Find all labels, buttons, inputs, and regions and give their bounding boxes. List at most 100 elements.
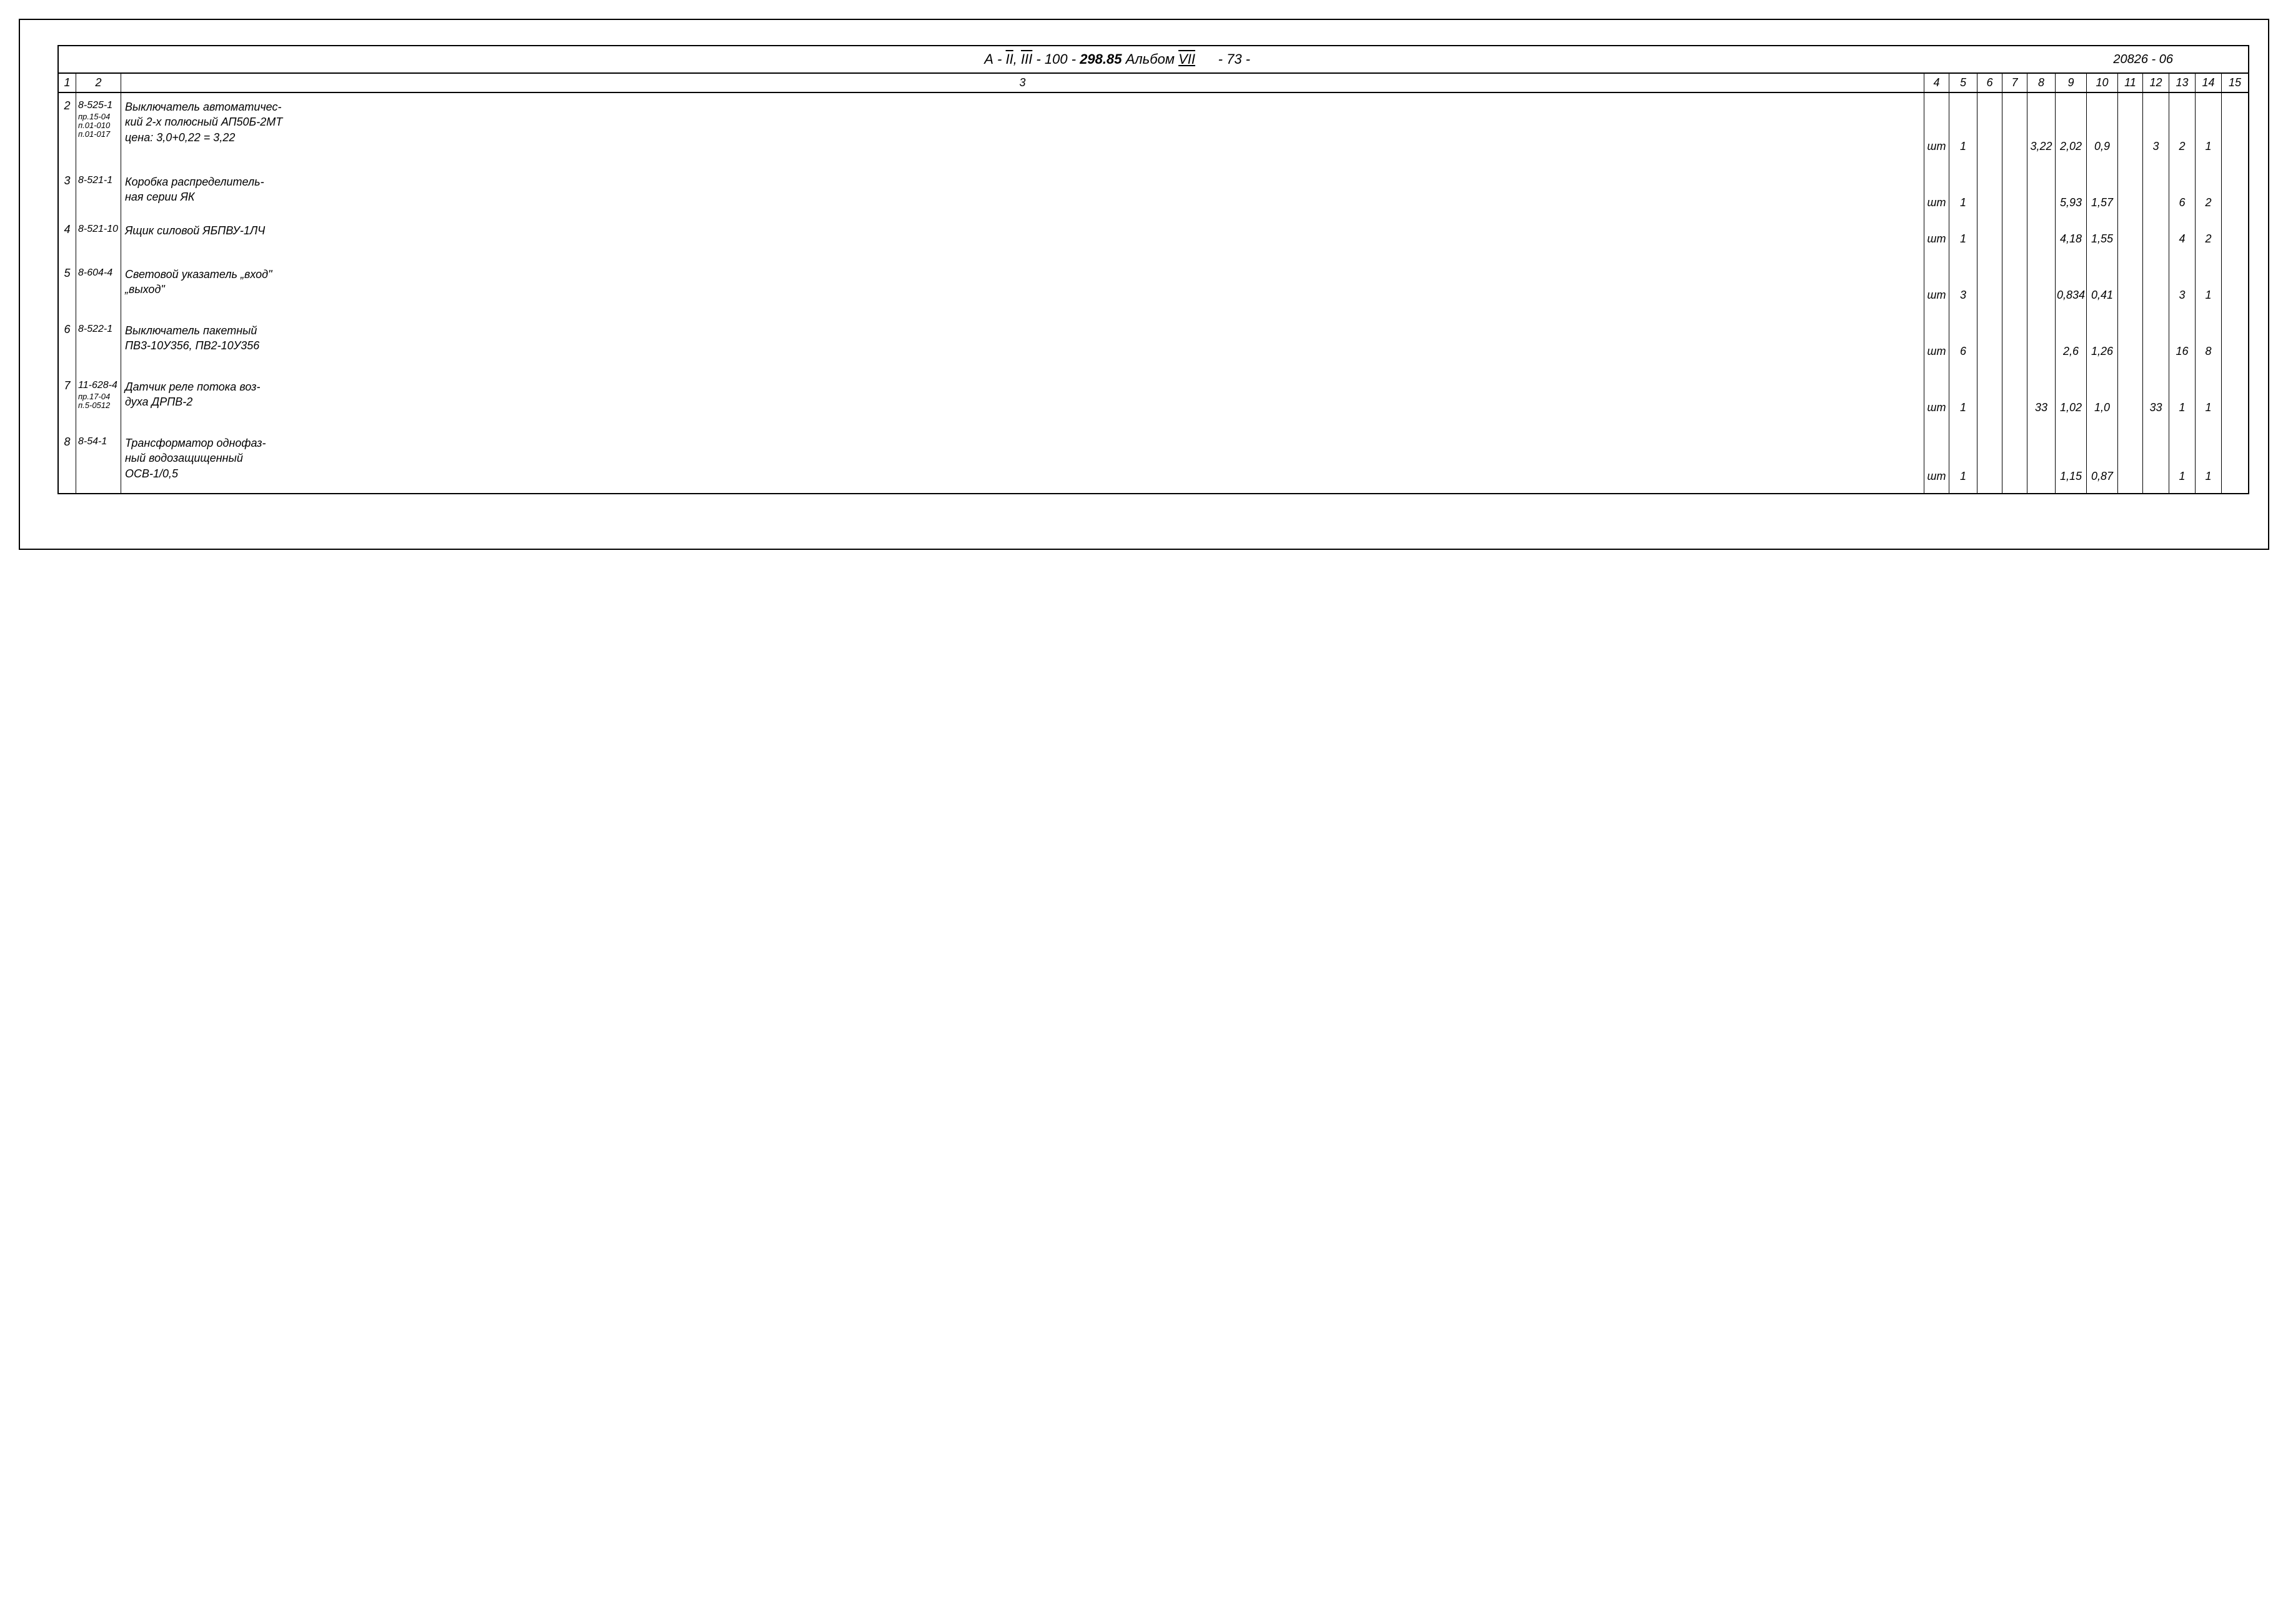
table-cell bbox=[1977, 378, 2002, 416]
table-cell bbox=[1977, 266, 2002, 303]
table-cell bbox=[2222, 222, 2248, 247]
column-9: 2,025,934,180,8342,61,021,15 bbox=[2056, 93, 2087, 493]
table-cell bbox=[2143, 173, 2169, 211]
table-cell bbox=[2118, 98, 2142, 154]
table-cell bbox=[2027, 322, 2055, 359]
column-3: Выключатель автоматичес-кий 2-х полюсный… bbox=[121, 93, 1924, 493]
table-cell: 33 bbox=[2143, 378, 2169, 416]
table-cell bbox=[2027, 222, 2055, 247]
table-cell: шт bbox=[1924, 98, 1949, 154]
table-cell: шт bbox=[1924, 322, 1949, 359]
table-cell: 1,0 bbox=[2087, 378, 2117, 416]
page-number: - 73 - bbox=[1218, 51, 1250, 67]
table-cell: 1,55 bbox=[2087, 222, 2117, 247]
description-cell: Ящик силовой ЯБПВУ-1ЛЧ bbox=[121, 222, 1924, 247]
table-cell: 1 bbox=[2169, 434, 2195, 484]
table-cell bbox=[2002, 98, 2027, 154]
description-cell: Выключатель автоматичес-кий 2-х полюсный… bbox=[121, 98, 1924, 154]
table-cell bbox=[2002, 266, 2027, 303]
table-cell bbox=[1977, 98, 2002, 154]
table-cell: 1,15 bbox=[2056, 434, 2086, 484]
column-5: 1113611 bbox=[1949, 93, 1977, 493]
table-cell bbox=[2027, 173, 2055, 211]
column-10: 0,91,571,550,411,261,00,87 bbox=[2087, 93, 2118, 493]
table-cell: 0,9 bbox=[2087, 98, 2117, 154]
table-cell: шт bbox=[1924, 434, 1949, 484]
col-header-12: 12 bbox=[2143, 74, 2169, 92]
table-cell: 16 bbox=[2169, 322, 2195, 359]
col-header-4: 4 bbox=[1924, 74, 1949, 92]
title-mid: - 100 - bbox=[1032, 51, 1080, 67]
description-cell: Трансформатор однофаз-ный водозащищенный… bbox=[121, 434, 1924, 484]
table-cell: 1 bbox=[2196, 434, 2221, 484]
table-cell: 8 bbox=[2196, 322, 2221, 359]
code-cell: 11-628-4пр.17-04п.5-0512 bbox=[76, 378, 121, 416]
document-title: А - II, III - 100 - 298.85 Альбом VII - … bbox=[59, 51, 2113, 67]
code-cell: 8-604-4 bbox=[76, 266, 121, 303]
col-header-1: 1 bbox=[59, 74, 76, 92]
table-cell bbox=[2222, 378, 2248, 416]
code-cell: 8-521-10 bbox=[76, 222, 121, 247]
table-cell bbox=[2118, 322, 2142, 359]
table-cell bbox=[2002, 378, 2027, 416]
column-13: 26431611 bbox=[2169, 93, 2196, 493]
table-cell: 2,6 bbox=[2056, 322, 2086, 359]
column-12: 333 bbox=[2143, 93, 2169, 493]
title-bold: 298.85 bbox=[1080, 51, 1122, 67]
table-cell: 1 bbox=[2196, 378, 2221, 416]
title-prefix: А - bbox=[984, 51, 1005, 67]
title-sep: , bbox=[1013, 51, 1021, 67]
table-cell: 6 bbox=[1949, 322, 1977, 359]
col-header-6: 6 bbox=[1977, 74, 2002, 92]
title-row: А - II, III - 100 - 298.85 Альбом VII - … bbox=[59, 46, 2248, 74]
table-cell: 4,18 bbox=[2056, 222, 2086, 247]
table-cell bbox=[2027, 434, 2055, 484]
table-cell: 0,87 bbox=[2087, 434, 2117, 484]
table-cell: 3 bbox=[2169, 266, 2195, 303]
column-1: 2345678 bbox=[59, 93, 76, 493]
title-roman-3: VII bbox=[1178, 51, 1195, 67]
col-header-11: 11 bbox=[2118, 74, 2143, 92]
table-cell bbox=[2143, 434, 2169, 484]
col-header-3: 3 bbox=[121, 74, 1924, 92]
table-cell: 2,02 bbox=[2056, 98, 2086, 154]
table-cell: 1 bbox=[1949, 173, 1977, 211]
title-album: Альбом bbox=[1122, 51, 1178, 67]
column-header-row: 1 2 3 4 5 6 7 8 9 10 11 12 13 14 15 bbox=[59, 74, 2248, 93]
table-cell bbox=[2118, 222, 2142, 247]
code-cell: 8-525-1пр.15-04п.01-010п.01-017 bbox=[76, 98, 121, 154]
col-header-10: 10 bbox=[2087, 74, 2118, 92]
table-cell bbox=[2002, 322, 2027, 359]
column-7 bbox=[2002, 93, 2027, 493]
table-cell: 2 bbox=[2196, 173, 2221, 211]
table-cell: шт bbox=[1924, 222, 1949, 247]
table-cell: 1 bbox=[1949, 98, 1977, 154]
table-cell bbox=[2002, 222, 2027, 247]
table-cell bbox=[1977, 322, 2002, 359]
table-cell bbox=[2118, 378, 2142, 416]
column-11 bbox=[2118, 93, 2143, 493]
table-cell: 3 bbox=[2143, 98, 2169, 154]
data-area: 2345678 8-525-1пр.15-04п.01-010п.01-017 8… bbox=[59, 93, 2248, 493]
column-6 bbox=[1977, 93, 2002, 493]
table-cell bbox=[2143, 266, 2169, 303]
col-header-8: 8 bbox=[2027, 74, 2056, 92]
description-cell: Световой указатель „вход"„выход" bbox=[121, 266, 1924, 303]
title-roman-2: III bbox=[1021, 51, 1032, 67]
table-cell bbox=[1977, 173, 2002, 211]
table-cell bbox=[1977, 434, 2002, 484]
table-cell: 7 bbox=[59, 378, 76, 416]
table-cell bbox=[2222, 98, 2248, 154]
table-cell: 1 bbox=[1949, 378, 1977, 416]
table-cell: 1,26 bbox=[2087, 322, 2117, 359]
column-15 bbox=[2222, 93, 2248, 493]
table-cell bbox=[2118, 434, 2142, 484]
description-cell: Датчик реле потока воз-духа ДРПВ-2 bbox=[121, 378, 1924, 416]
col-header-5: 5 bbox=[1949, 74, 1977, 92]
table-cell bbox=[2222, 173, 2248, 211]
table-cell bbox=[2118, 173, 2142, 211]
table-cell: шт bbox=[1924, 173, 1949, 211]
table-cell: 0,834 bbox=[2056, 266, 2086, 303]
table-cell bbox=[2222, 322, 2248, 359]
col-header-7: 7 bbox=[2002, 74, 2027, 92]
